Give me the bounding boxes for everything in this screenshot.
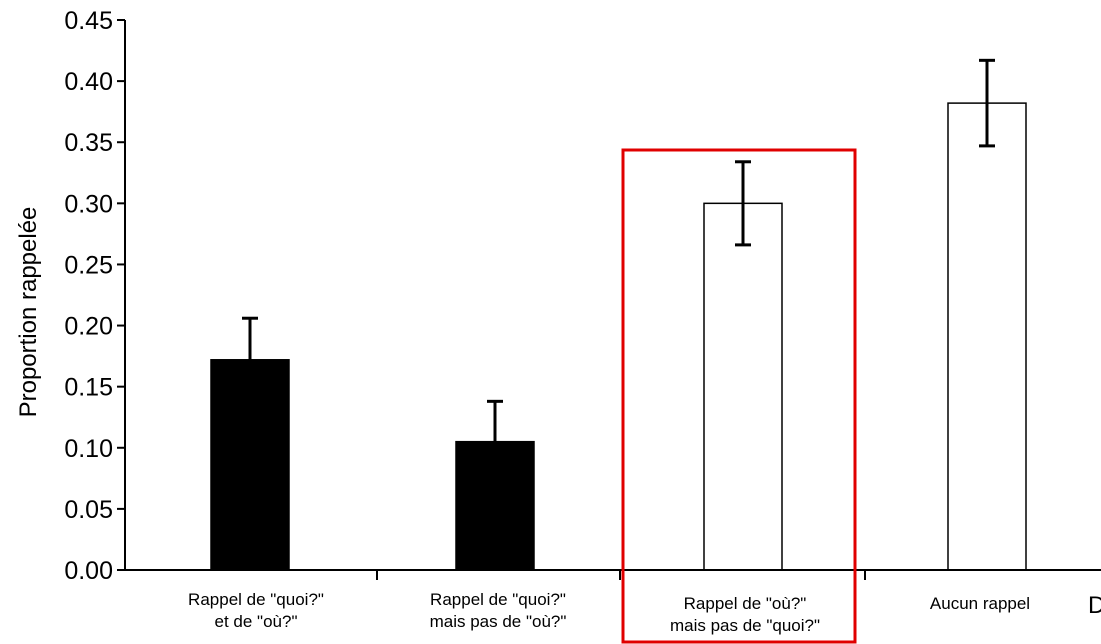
x-category-label-line: Aucun rappel <box>930 594 1030 613</box>
bar <box>455 440 535 571</box>
highlight-box <box>621 148 857 644</box>
x-category-label: Rappel de "quoi?" et de "où?" <box>188 590 324 631</box>
y-axis-title: Proportion rappelée <box>15 207 42 418</box>
category-labels: Rappel de "quoi?" et de "où?"Rappel de "q… <box>188 590 1030 635</box>
y-tick-label: 0.40 <box>64 68 113 96</box>
y-tick-label: 0.30 <box>64 190 113 218</box>
x-category-label: Rappel de "quoi?" mais pas de "où?" <box>430 590 567 631</box>
x-category-label: Rappel de "où?" mais pas de "quoi?" <box>670 594 820 635</box>
y-tick-label: 0.05 <box>64 496 113 524</box>
x-category-label: Aucun rappel <box>930 594 1030 613</box>
x-category-label-line: Rappel de "où?" <box>684 594 807 613</box>
x-category-label-line: Rappel de "quoi?" <box>188 590 324 609</box>
y-tick-label: 0.45 <box>64 7 113 35</box>
bar <box>210 359 290 571</box>
x-category-label-line: et de "où?" <box>215 612 298 631</box>
y-tick-label: 0.10 <box>64 435 113 463</box>
x-category-label-line: Rappel de "quoi?" <box>430 590 566 609</box>
bars <box>210 58 1027 571</box>
y-tick-label: 0.15 <box>64 374 113 402</box>
bar <box>947 102 1027 571</box>
bar <box>703 202 783 571</box>
y-axis-ticks: 0.00 0.05 0.10 0.15 0.20 0.25 0.30 0.35 0.40 0.45 <box>64 7 125 585</box>
x-axis <box>125 569 1101 580</box>
y-tick-label: 0.20 <box>64 313 113 341</box>
x-category-label-line: mais pas de "où?" <box>430 612 567 631</box>
y-tick-label: 0.35 <box>64 129 113 157</box>
x-category-label-line: mais pas de "quoi?" <box>670 616 820 635</box>
y-tick-label: 0.00 <box>64 557 113 585</box>
y-tick-label: 0.25 <box>64 251 113 279</box>
edge-text-fragment: D <box>1088 592 1101 619</box>
